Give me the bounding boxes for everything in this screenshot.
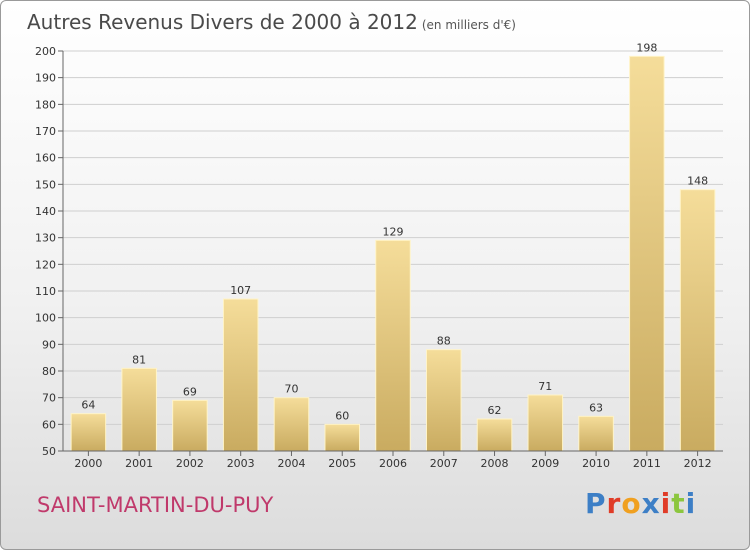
- y-tick-label: 140: [35, 205, 56, 218]
- y-tick-label: 50: [42, 445, 56, 458]
- bar-layer: [70, 55, 716, 452]
- bar-value-label: 81: [132, 353, 146, 366]
- bar-value-label: 69: [183, 385, 197, 398]
- axis-layer: 50 60 70 80 90 100 110 120 130 140 150 160 170 180 190…: [35, 45, 723, 470]
- x-tick-label: 2011: [633, 457, 661, 470]
- y-tick-label: 190: [35, 72, 56, 85]
- y-tick-label: 120: [35, 258, 56, 271]
- y-tick-label: 70: [42, 392, 56, 405]
- x-tick-label: 2012: [684, 457, 712, 470]
- brand-letter: i: [685, 487, 697, 520]
- x-tick-label: 2010: [582, 457, 610, 470]
- bar-2011: [629, 55, 665, 452]
- location-name: SAINT-MARTIN-DU-PUY: [37, 493, 274, 517]
- bar-2010: [578, 415, 614, 452]
- bar-value-label: 60: [335, 409, 349, 422]
- y-tick-label: 110: [35, 285, 56, 298]
- chart-title-text: Autres Revenus Divers de 2000 à 2012: [27, 10, 418, 34]
- bar-value-label: 70: [284, 383, 298, 396]
- brand-letter: r: [606, 487, 622, 520]
- brand-letter: x: [641, 487, 661, 520]
- bar-2006: [375, 239, 411, 452]
- x-tick-label: 2003: [227, 457, 255, 470]
- bar-2012: [679, 189, 716, 452]
- y-tick-label: 100: [35, 312, 56, 325]
- bar-2001: [121, 367, 157, 452]
- brand-letter: i: [660, 487, 672, 520]
- bar-value-label: 71: [538, 380, 552, 393]
- y-tick-label: 60: [42, 418, 56, 431]
- chart-subtitle: (en milliers d'€): [421, 18, 516, 32]
- x-tick-label: 2008: [481, 457, 509, 470]
- x-tick-label: 2005: [328, 457, 356, 470]
- brand-letter: o: [621, 487, 642, 520]
- y-tick-label: 80: [42, 365, 56, 378]
- y-tick-label: 90: [42, 338, 56, 351]
- bar-2003: [222, 298, 259, 452]
- bar-2007: [426, 349, 462, 452]
- x-tick-label: 2000: [74, 457, 102, 470]
- x-tick-label: 2009: [531, 457, 559, 470]
- bar-2008: [476, 418, 513, 452]
- x-tick-label: 2001: [125, 457, 153, 470]
- bar-value-label: 63: [589, 401, 603, 414]
- y-tick-label: 150: [35, 178, 56, 191]
- y-tick-label: 180: [35, 98, 56, 111]
- bar-value-label: 148: [687, 175, 708, 188]
- bar-2000: [70, 413, 107, 452]
- brand-logo: Proxiti: [585, 487, 696, 520]
- x-tick-label: 2006: [379, 457, 407, 470]
- bar-2002: [172, 399, 208, 452]
- chart-title: Autres Revenus Divers de 2000 à 2012 (en …: [27, 10, 516, 34]
- y-tick-label: 160: [35, 152, 56, 165]
- x-tick-label: 2007: [430, 457, 458, 470]
- bar-value-label: 64: [81, 399, 95, 412]
- y-tick-label: 130: [35, 232, 56, 245]
- bar-2005: [324, 423, 360, 452]
- x-tick-label: 2004: [277, 457, 305, 470]
- bar-2009: [527, 394, 564, 452]
- bar-value-label: 129: [383, 225, 404, 238]
- bar-2004: [273, 397, 310, 452]
- bar-value-label: 62: [488, 404, 502, 417]
- bar-value-label: 107: [230, 284, 251, 297]
- x-tick-label: 2002: [176, 457, 204, 470]
- y-tick-label: 200: [35, 45, 56, 58]
- brand-letter: t: [671, 487, 686, 520]
- y-tick-label: 170: [35, 125, 56, 138]
- label-layer: 64 81 69 107 70 60 129 88 62 71 63 198 148: [81, 41, 708, 422]
- bar-value-label: 198: [636, 41, 657, 54]
- bar-value-label: 88: [437, 335, 451, 348]
- brand-letter: P: [585, 487, 607, 520]
